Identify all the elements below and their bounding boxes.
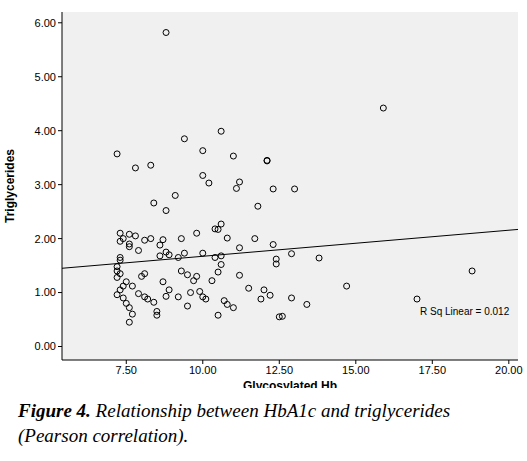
svg-text:Glycosylated Hb: Glycosylated Hb [243, 379, 337, 388]
svg-text:4.00: 4.00 [35, 125, 56, 137]
svg-text:0.00: 0.00 [35, 340, 56, 352]
svg-text:3.00: 3.00 [35, 179, 56, 191]
svg-text:10.00: 10.00 [189, 364, 217, 376]
svg-text:5.00: 5.00 [35, 71, 56, 83]
html-text:R Sq Linear = 0.012: R Sq Linear = 0.012 [420, 306, 510, 317]
svg-text:15.00: 15.00 [342, 364, 370, 376]
svg-text:7.50: 7.50 [116, 364, 137, 376]
svg-text:6.00: 6.00 [35, 17, 56, 29]
svg-text:20.00: 20.00 [495, 364, 519, 376]
html-text:Figure 4. Relationship between: Figure 4. Relationship between HbA1c and… [18, 400, 451, 446]
svg-text:12.50: 12.50 [266, 364, 294, 376]
svg-text:Triglycerides: Triglycerides [8, 149, 17, 223]
svg-text:1.00: 1.00 [35, 286, 56, 298]
svg-text:2.00: 2.00 [35, 233, 56, 245]
svg-text:17.50: 17.50 [419, 364, 447, 376]
